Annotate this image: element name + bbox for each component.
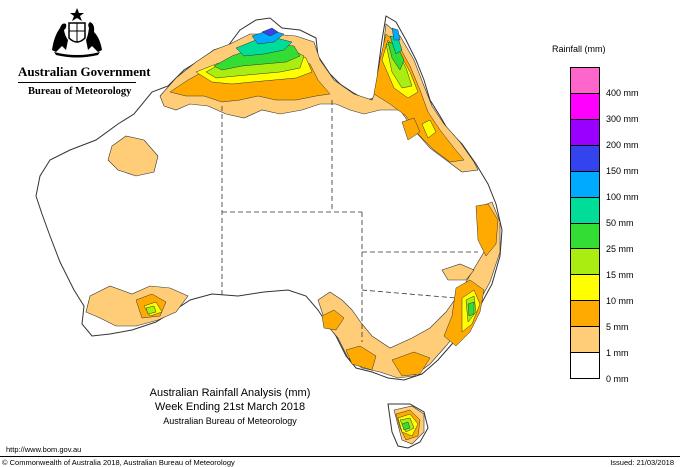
- legend-swatch: [571, 275, 599, 302]
- legend-label: 10 mm: [606, 296, 634, 306]
- legend-swatch: [571, 68, 599, 94]
- legend-label: 0 mm: [606, 374, 629, 384]
- legend-swatch: [571, 145, 599, 172]
- legend-label: 400 mm: [606, 88, 639, 98]
- legend-swatch: [571, 119, 599, 146]
- legend-swatch: [571, 249, 599, 276]
- state-borders: [221, 100, 478, 342]
- bureau-name: Bureau of Meteorology: [28, 86, 132, 97]
- map-title-line1: Australian Rainfall Analysis (mm): [149, 387, 311, 399]
- logo-divider: [18, 82, 136, 83]
- legend-label: 100 mm: [606, 192, 639, 202]
- source-url[interactable]: http://www.bom.gov.au: [6, 445, 82, 454]
- legend-swatch: [571, 327, 599, 354]
- map-title-line3: Australian Bureau of Meteorology: [163, 416, 297, 426]
- legend-color-bar: [570, 67, 600, 379]
- legend-swatch: [571, 93, 599, 120]
- footer-divider: [0, 456, 680, 457]
- legend-labels: 400 mm 300 mm 200 mm 150 mm 100 mm 50 mm 25 mm…: [606, 67, 676, 384]
- legend-label: 150 mm: [606, 166, 639, 176]
- issued-date: Issued: 21/03/2018: [610, 458, 674, 467]
- legend-swatch: [571, 223, 599, 250]
- coat-of-arms-icon: [52, 8, 102, 58]
- legend-title: Rainfall (mm): [552, 44, 606, 54]
- map-title: Australian Rainfall Analysis (mm) Week E…: [110, 386, 350, 428]
- legend-label: 25 mm: [606, 244, 634, 254]
- legend-label: 200 mm: [606, 140, 639, 150]
- legend-label: 15 mm: [606, 270, 634, 280]
- legend-swatch: [571, 197, 599, 224]
- government-logo: Australian Government Bureau of Meteorol…: [8, 6, 151, 97]
- legend-label: 50 mm: [606, 218, 634, 228]
- legend-label: 1 mm: [606, 348, 629, 358]
- legend-swatch: [571, 171, 599, 198]
- map-title-line2: Week Ending 21st March 2018: [154, 401, 306, 413]
- government-name: Australian Government: [18, 64, 151, 79]
- legend-swatch: [571, 353, 599, 379]
- copyright-text: © Commonwealth of Australia 2018, Austra…: [2, 458, 235, 467]
- legend-label: 300 mm: [606, 114, 639, 124]
- legend-swatch: [571, 301, 599, 328]
- rain-150mm-areas: [261, 27, 279, 37]
- legend-label: 5 mm: [606, 322, 629, 332]
